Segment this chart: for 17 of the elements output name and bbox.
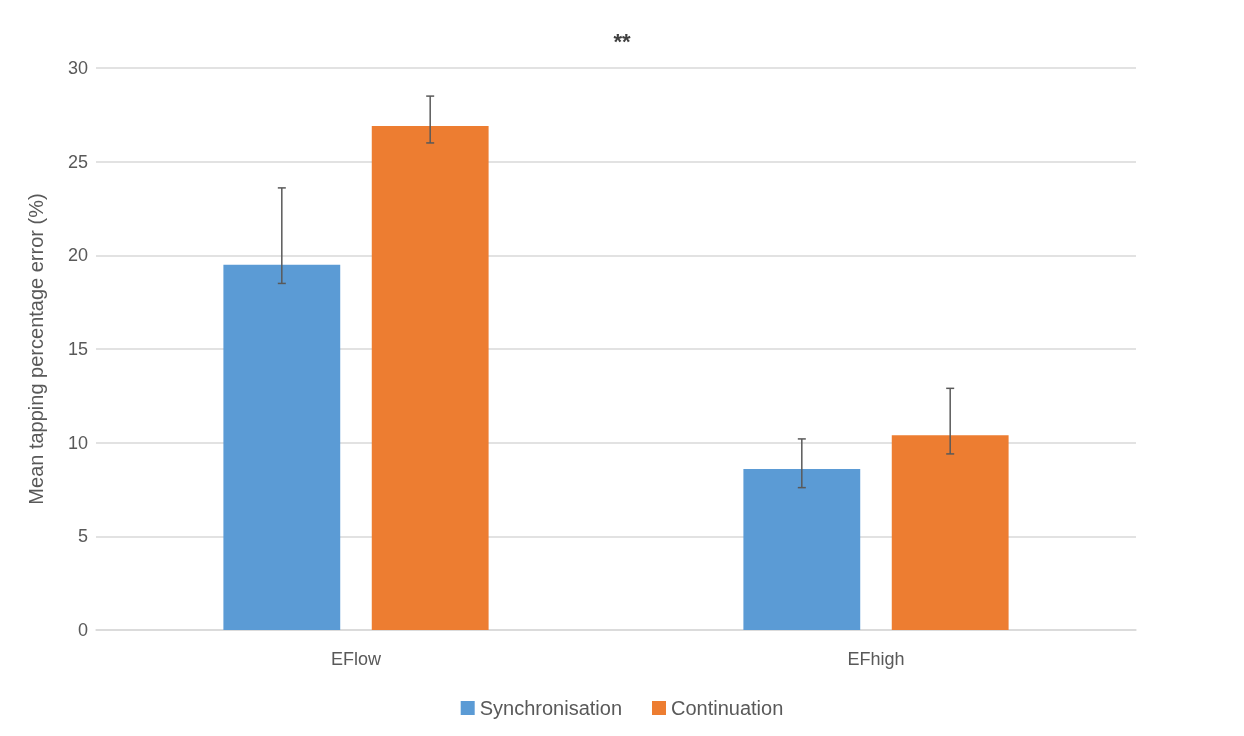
y-tick-label: 20 xyxy=(67,245,88,266)
bar xyxy=(743,468,861,630)
text: ** xyxy=(613,28,631,54)
bar xyxy=(371,126,489,630)
y-axis-title: Mean tapping percentage error (%) xyxy=(25,193,47,505)
bar xyxy=(223,264,341,630)
y-tick-label: 30 xyxy=(67,58,88,78)
y-tick-label: 10 xyxy=(67,432,88,453)
y-tick-label: 15 xyxy=(67,339,88,359)
y-tick-label: 0 xyxy=(77,620,88,640)
legend-label: Continuation xyxy=(671,697,784,719)
legend-label: Synchronisation xyxy=(479,697,623,719)
bar xyxy=(891,435,1009,630)
y-tick-label: 5 xyxy=(77,526,88,547)
x-tick-label: EFlow xyxy=(330,649,382,669)
x-tick-label: EFhigh xyxy=(847,649,905,669)
y-tick-label: 25 xyxy=(67,151,88,172)
